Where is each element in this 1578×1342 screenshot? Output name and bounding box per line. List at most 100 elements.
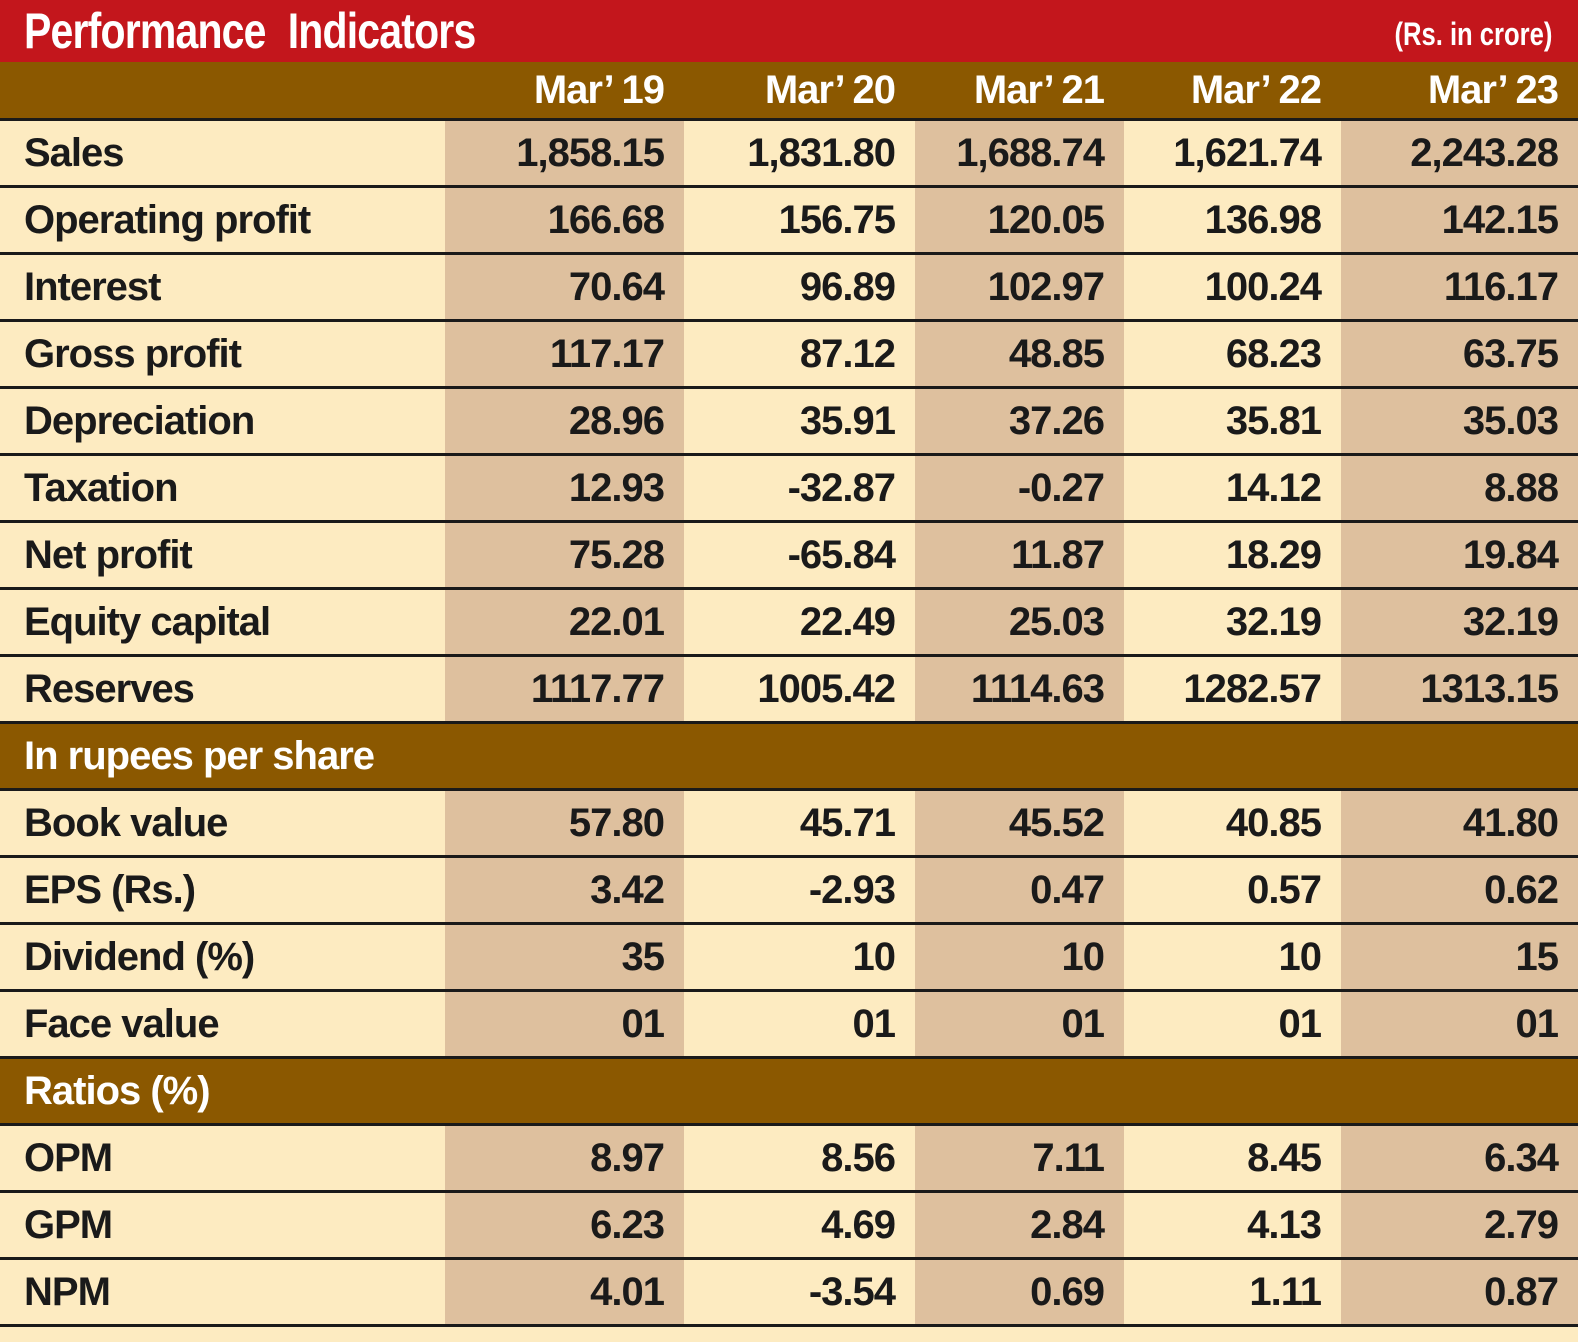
value-cell: 120.05 xyxy=(915,186,1124,255)
value-cell: 2,243.28 xyxy=(1341,119,1578,188)
value-cell: 10 xyxy=(684,923,915,992)
value-cell: 1313.15 xyxy=(1341,655,1578,724)
value-cell: 156.75 xyxy=(684,186,915,255)
row-label: OPM xyxy=(0,1124,445,1193)
table-row: Depreciation 28.96 35.91 37.26 35.81 35.03 xyxy=(0,387,1578,456)
table-row: Taxation 12.93 -32.87 -0.27 14.12 8.88 xyxy=(0,454,1578,523)
value-cell: 8.45 xyxy=(1124,1124,1341,1193)
value-cell: 8.56 xyxy=(684,1124,915,1193)
value-cell: 10 xyxy=(915,923,1124,992)
value-cell: 1114.63 xyxy=(915,655,1124,724)
value-cell: 25.03 xyxy=(915,588,1124,657)
column-header: Mar’ 20 xyxy=(684,62,915,121)
column-header: Mar’ 19 xyxy=(445,62,684,121)
value-cell: 22.01 xyxy=(445,588,684,657)
value-cell: 87.12 xyxy=(684,320,915,389)
table-row: Interest 70.64 96.89 102.97 100.24 116.17 xyxy=(0,253,1578,322)
value-cell: -3.54 xyxy=(684,1258,915,1327)
value-cell: 1117.77 xyxy=(445,655,684,724)
value-cell: 19.84 xyxy=(1341,521,1578,590)
table-row: Face value 01 01 01 01 01 xyxy=(0,990,1578,1059)
value-cell: 14.12 xyxy=(1124,454,1341,523)
row-label: Dividend (%) xyxy=(0,923,445,992)
value-cell: 1005.42 xyxy=(684,655,915,724)
value-cell: 70.64 xyxy=(445,253,684,322)
row-label: Net profit xyxy=(0,521,445,590)
table-row: Dividend (%) 35 10 10 10 15 xyxy=(0,923,1578,992)
value-cell: 116.17 xyxy=(1341,253,1578,322)
value-cell: 1,831.80 xyxy=(684,119,915,188)
table-row: OPM 8.97 8.56 7.11 8.45 6.34 xyxy=(0,1124,1578,1193)
section-title: In rupees per share xyxy=(0,722,1578,791)
value-cell: 22.49 xyxy=(684,588,915,657)
value-cell: 75.28 xyxy=(445,521,684,590)
table-row: Equity capital 22.01 22.49 25.03 32.19 32.19 xyxy=(0,588,1578,657)
value-cell: 35.81 xyxy=(1124,387,1341,456)
table-row: Net profit 75.28 -65.84 11.87 18.29 19.84 xyxy=(0,521,1578,590)
value-cell: 3.42 xyxy=(445,856,684,925)
value-cell: 100.24 xyxy=(1124,253,1341,322)
row-label: Book value xyxy=(0,789,445,858)
value-cell: 37.26 xyxy=(915,387,1124,456)
value-cell: 0.57 xyxy=(1124,856,1341,925)
indicators-table: Mar’ 19 Mar’ 20 Mar’ 21 Mar’ 22 Mar’ 23 … xyxy=(0,62,1578,1327)
table-row: Sales 1,858.15 1,831.80 1,688.74 1,621.74 2,2… xyxy=(0,119,1578,188)
row-label: Reserves xyxy=(0,655,445,724)
table-row: Book value 57.80 45.71 45.52 40.85 41.80 xyxy=(0,789,1578,858)
value-cell: 8.88 xyxy=(1341,454,1578,523)
header-row: Mar’ 19 Mar’ 20 Mar’ 21 Mar’ 22 Mar’ 23 xyxy=(0,62,1578,121)
value-cell: 6.34 xyxy=(1341,1124,1578,1193)
row-label: Interest xyxy=(0,253,445,322)
table-row: Reserves 1117.77 1005.42 1114.63 1282.57 1313… xyxy=(0,655,1578,724)
row-label: NPM xyxy=(0,1258,445,1327)
table-body: Sales 1,858.15 1,831.80 1,688.74 1,621.74 2,2… xyxy=(0,119,1578,1327)
value-cell: 4.01 xyxy=(445,1258,684,1327)
title-bar: Performance Indicators (Rs. in crore) xyxy=(0,0,1578,62)
value-cell: 1.11 xyxy=(1124,1258,1341,1327)
value-cell: 10 xyxy=(1124,923,1341,992)
value-cell: 102.97 xyxy=(915,253,1124,322)
table-row: GPM 6.23 4.69 2.84 4.13 2.79 xyxy=(0,1191,1578,1260)
row-label: Depreciation xyxy=(0,387,445,456)
value-cell: 1,858.15 xyxy=(445,119,684,188)
value-cell: 32.19 xyxy=(1124,588,1341,657)
value-cell: 8.97 xyxy=(445,1124,684,1193)
value-cell: 7.11 xyxy=(915,1124,1124,1193)
value-cell: 166.68 xyxy=(445,186,684,255)
table-row: Operating profit 166.68 156.75 120.05 136.98… xyxy=(0,186,1578,255)
value-cell: 4.13 xyxy=(1124,1191,1341,1260)
value-cell: -2.93 xyxy=(684,856,915,925)
value-cell: 01 xyxy=(1124,990,1341,1059)
value-cell: 57.80 xyxy=(445,789,684,858)
value-cell: 142.15 xyxy=(1341,186,1578,255)
value-cell: -0.27 xyxy=(915,454,1124,523)
section-header-row: Ratios (%) xyxy=(0,1057,1578,1126)
value-cell: 11.87 xyxy=(915,521,1124,590)
value-cell: 45.71 xyxy=(684,789,915,858)
value-cell: 35.91 xyxy=(684,387,915,456)
table-row: Gross profit 117.17 87.12 48.85 68.23 63.75 xyxy=(0,320,1578,389)
unit-note: (Rs. in crore) xyxy=(1394,16,1552,52)
row-label: Taxation xyxy=(0,454,445,523)
section-header-row: In rupees per share xyxy=(0,722,1578,791)
header-label-cell xyxy=(0,62,445,121)
row-label: Equity capital xyxy=(0,588,445,657)
column-header: Mar’ 21 xyxy=(915,62,1124,121)
value-cell: 40.85 xyxy=(1124,789,1341,858)
page-title: Performance Indicators xyxy=(24,3,476,59)
value-cell: -32.87 xyxy=(684,454,915,523)
table-row: NPM 4.01 -3.54 0.69 1.11 0.87 xyxy=(0,1258,1578,1327)
row-label: EPS (Rs.) xyxy=(0,856,445,925)
value-cell: 1,688.74 xyxy=(915,119,1124,188)
value-cell: 12.93 xyxy=(445,454,684,523)
value-cell: 45.52 xyxy=(915,789,1124,858)
value-cell: 1282.57 xyxy=(1124,655,1341,724)
value-cell: 96.89 xyxy=(684,253,915,322)
value-cell: 68.23 xyxy=(1124,320,1341,389)
value-cell: 32.19 xyxy=(1341,588,1578,657)
value-cell: 0.47 xyxy=(915,856,1124,925)
value-cell: 01 xyxy=(445,990,684,1059)
value-cell: 01 xyxy=(1341,990,1578,1059)
value-cell: 48.85 xyxy=(915,320,1124,389)
